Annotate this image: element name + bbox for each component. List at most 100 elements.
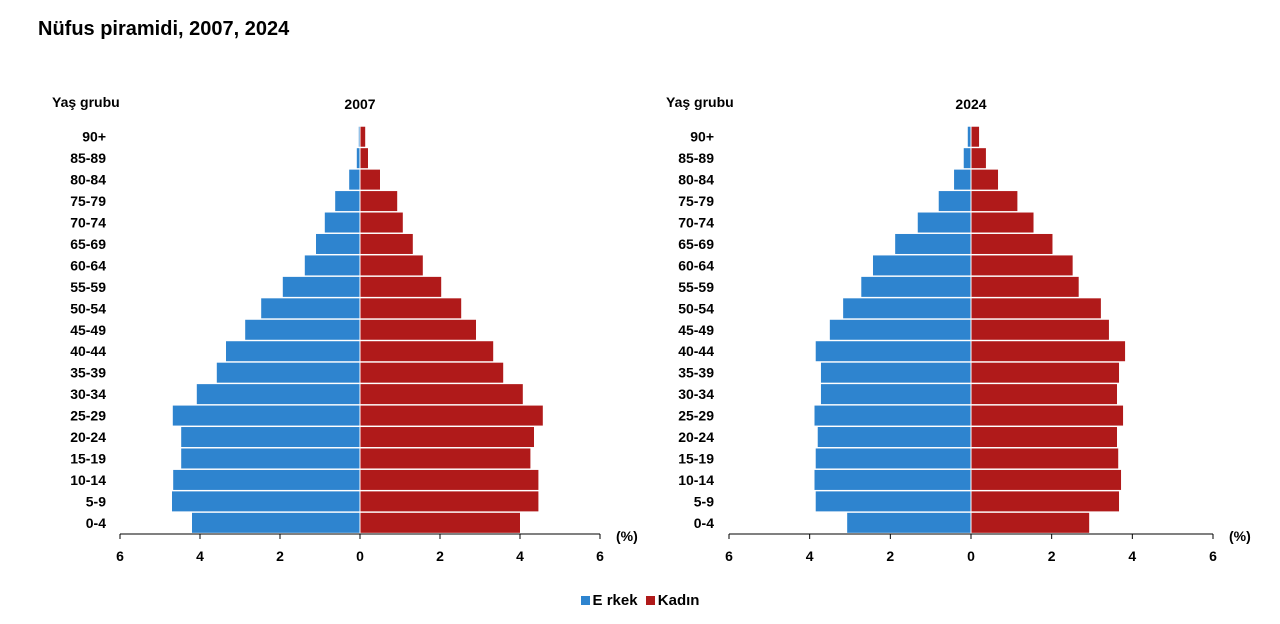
legend-swatch-female bbox=[645, 596, 655, 605]
age-group-label: 70-74 bbox=[678, 215, 714, 231]
x-tick-label: 0 bbox=[356, 548, 364, 564]
legend-item-male: E rkek bbox=[580, 592, 638, 609]
bar-male-90+ bbox=[967, 126, 971, 147]
bar-male-15-19 bbox=[181, 448, 360, 469]
chart-title: 2024 bbox=[955, 96, 986, 112]
age-group-label: 60-64 bbox=[678, 257, 714, 273]
page-title: Nüfus piramidi, 2007, 2024 bbox=[38, 18, 290, 40]
age-group-label: 45-49 bbox=[70, 322, 106, 338]
bar-male-20-24 bbox=[817, 427, 971, 448]
bar-female-35-39 bbox=[360, 362, 504, 383]
y-axis-label: Yaş grubu bbox=[666, 94, 734, 110]
x-axis-unit: (%) bbox=[616, 528, 638, 544]
age-group-label: 35-39 bbox=[678, 365, 714, 381]
bar-male-50-54 bbox=[843, 298, 971, 319]
bar-female-70-74 bbox=[360, 212, 403, 233]
x-tick-label: 2 bbox=[436, 548, 444, 564]
age-group-label: 10-14 bbox=[70, 472, 106, 488]
bar-female-15-19 bbox=[971, 448, 1119, 469]
bar-male-30-34 bbox=[820, 384, 971, 405]
x-tick-label: 6 bbox=[725, 548, 733, 564]
age-group-label: 90+ bbox=[690, 129, 714, 145]
bar-female-30-34 bbox=[971, 384, 1118, 405]
bar-female-50-54 bbox=[360, 298, 462, 319]
bar-female-10-14 bbox=[971, 469, 1122, 490]
bar-male-35-39 bbox=[216, 362, 360, 383]
age-group-label: 85-89 bbox=[70, 150, 106, 166]
chart-title: 2007 bbox=[344, 96, 375, 112]
bar-male-5-9 bbox=[172, 491, 360, 512]
bar-female-55-59 bbox=[360, 276, 442, 297]
bar-male-25-29 bbox=[814, 405, 971, 426]
bar-male-5-9 bbox=[815, 491, 971, 512]
age-group-label: 5-9 bbox=[86, 493, 106, 509]
bar-female-90+ bbox=[971, 126, 980, 147]
legend-item-female: Kadın bbox=[645, 592, 699, 609]
bar-female-75-79 bbox=[360, 191, 398, 212]
bar-female-85-89 bbox=[971, 148, 986, 169]
bar-male-10-14 bbox=[814, 469, 971, 490]
age-group-label: 85-89 bbox=[678, 150, 714, 166]
bar-male-35-39 bbox=[820, 362, 971, 383]
age-group-label: 60-64 bbox=[70, 257, 106, 273]
bar-female-80-84 bbox=[971, 169, 999, 190]
bar-male-0-4 bbox=[847, 512, 971, 533]
bar-female-0-4 bbox=[360, 512, 520, 533]
bar-female-85-89 bbox=[360, 148, 368, 169]
bar-female-15-19 bbox=[360, 448, 531, 469]
legend-label-male: E rkek bbox=[592, 592, 638, 609]
bar-female-0-4 bbox=[971, 512, 1090, 533]
age-group-label: 45-49 bbox=[678, 322, 714, 338]
bar-male-75-79 bbox=[938, 191, 971, 212]
age-group-label: 65-69 bbox=[678, 236, 714, 252]
age-group-label: 25-29 bbox=[678, 408, 714, 424]
x-tick-label: 2 bbox=[886, 548, 894, 564]
x-tick-label: 0 bbox=[967, 548, 975, 564]
bar-male-90+ bbox=[358, 126, 360, 147]
bar-male-60-64 bbox=[872, 255, 971, 276]
bar-female-20-24 bbox=[971, 427, 1118, 448]
x-tick-label: 2 bbox=[1048, 548, 1056, 564]
age-group-label: 15-19 bbox=[678, 450, 714, 466]
bar-female-40-44 bbox=[971, 341, 1126, 362]
bar-female-20-24 bbox=[360, 427, 534, 448]
age-group-label: 90+ bbox=[82, 129, 106, 145]
age-group-label: 25-29 bbox=[70, 408, 106, 424]
bar-male-0-4 bbox=[192, 512, 360, 533]
bar-female-60-64 bbox=[971, 255, 1073, 276]
bar-male-25-29 bbox=[172, 405, 360, 426]
bar-male-40-44 bbox=[226, 341, 360, 362]
age-group-label: 30-34 bbox=[70, 386, 106, 402]
legend: E rkek Kadın bbox=[0, 592, 1280, 609]
bar-female-5-9 bbox=[360, 491, 539, 512]
bar-male-70-74 bbox=[324, 212, 360, 233]
bar-male-60-64 bbox=[304, 255, 360, 276]
bar-female-5-9 bbox=[971, 491, 1120, 512]
bar-male-65-69 bbox=[895, 233, 971, 254]
age-group-label: 70-74 bbox=[70, 215, 106, 231]
x-tick-label: 2 bbox=[276, 548, 284, 564]
age-group-label: 40-44 bbox=[70, 343, 106, 359]
age-group-label: 0-4 bbox=[86, 515, 106, 531]
bar-male-10-14 bbox=[173, 469, 360, 490]
age-group-label: 30-34 bbox=[678, 386, 714, 402]
age-group-label: 50-54 bbox=[678, 300, 714, 316]
bar-male-80-84 bbox=[954, 169, 971, 190]
bar-male-85-89 bbox=[356, 148, 360, 169]
pyramid-2007: 2007 Yaş grubu 90+ 85-89 80-84 75-79 70-74 65-6… bbox=[52, 94, 638, 564]
age-group-label: 75-79 bbox=[70, 193, 106, 209]
age-group-label: 10-14 bbox=[678, 472, 714, 488]
age-group-label: 55-59 bbox=[678, 279, 714, 295]
bar-female-70-74 bbox=[971, 212, 1034, 233]
bar-male-50-54 bbox=[261, 298, 360, 319]
age-group-label: 75-79 bbox=[678, 193, 714, 209]
bar-male-20-24 bbox=[181, 427, 360, 448]
bar-female-40-44 bbox=[360, 341, 494, 362]
bar-female-50-54 bbox=[971, 298, 1101, 319]
age-group-label: 20-24 bbox=[678, 429, 714, 445]
age-group-label: 40-44 bbox=[678, 343, 714, 359]
age-group-label: 20-24 bbox=[70, 429, 106, 445]
bar-male-85-89 bbox=[963, 148, 971, 169]
x-tick-label: 4 bbox=[806, 548, 814, 564]
